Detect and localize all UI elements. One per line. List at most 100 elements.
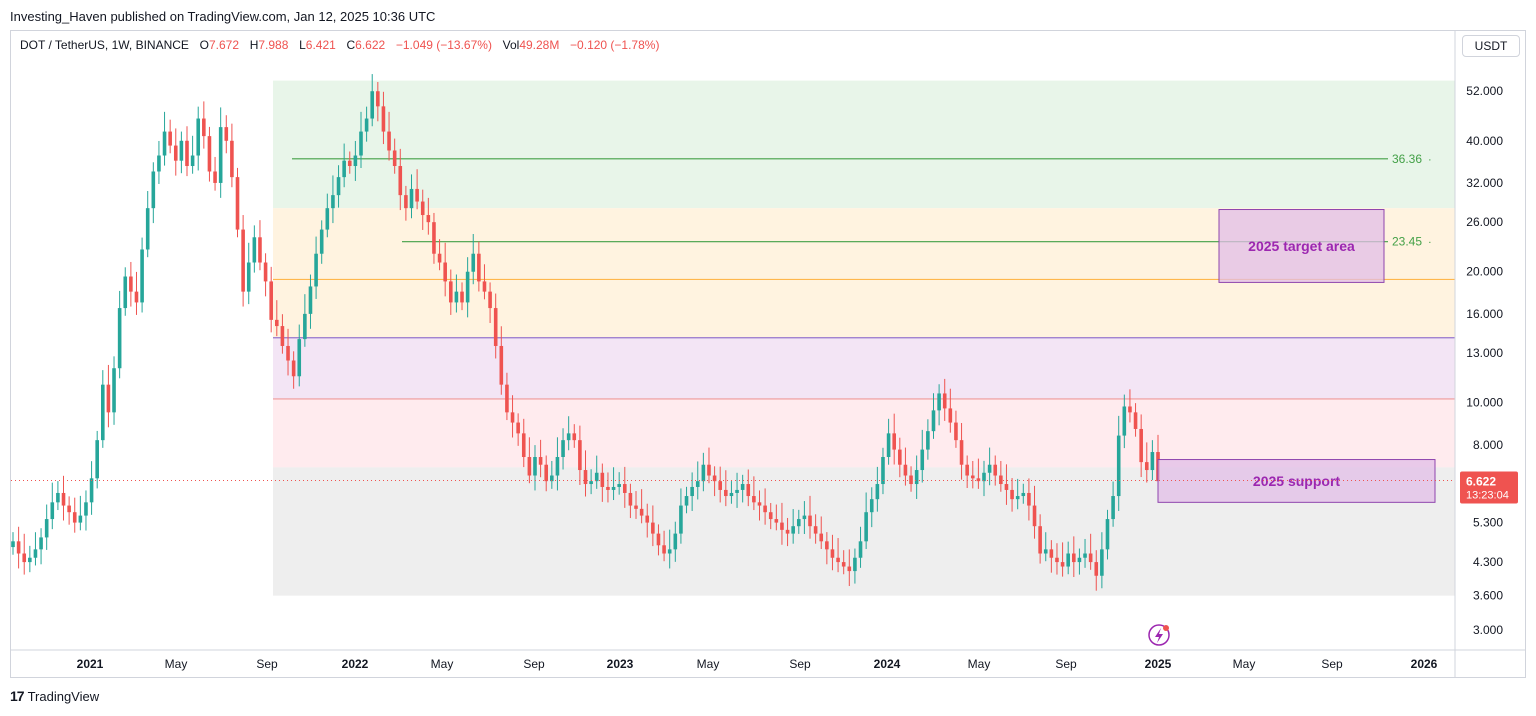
- candle-body: [196, 118, 201, 156]
- candle-body: [662, 545, 666, 554]
- candle-body: [112, 368, 116, 413]
- candle-body: [712, 475, 717, 482]
- price-tick-2: 4.300: [1473, 555, 1503, 569]
- candle-body: [740, 484, 745, 490]
- candle-body: [948, 408, 953, 423]
- candle-body: [516, 422, 520, 434]
- candle-body: [129, 276, 133, 292]
- candle-body: [72, 512, 77, 523]
- candle-body: [493, 308, 498, 346]
- currency-button[interactable]: USDT: [1462, 35, 1520, 57]
- candle-body: [819, 533, 824, 542]
- candle-body: [106, 384, 111, 413]
- candle-body: [959, 440, 964, 465]
- tradingview-logo-icon: 17: [10, 688, 25, 704]
- candle-body: [202, 118, 206, 137]
- candle-body: [802, 515, 807, 520]
- close-label: C: [346, 38, 356, 52]
- level-label-1: 23.45: [1392, 235, 1422, 249]
- candle-body: [50, 502, 55, 520]
- candle-body: [914, 470, 919, 485]
- candle-body: [218, 127, 223, 183]
- candle-body: [482, 281, 487, 292]
- candle-body: [853, 557, 857, 572]
- candle-body: [763, 505, 767, 513]
- candle-body: [207, 136, 212, 172]
- candle-body: [1032, 505, 1037, 527]
- candle-body: [521, 433, 526, 458]
- time-tick-9: 2024: [874, 657, 901, 671]
- time-tick-1: May: [165, 657, 188, 671]
- candle-body: [1144, 462, 1149, 471]
- candle-body: [999, 475, 1003, 485]
- candle-body: [16, 541, 21, 554]
- price-tick-4: 8.000: [1473, 438, 1503, 452]
- open-label: O: [199, 38, 209, 52]
- volume-label: Vol: [502, 38, 520, 52]
- candle-body: [656, 533, 661, 546]
- annotation-boxes: 2025 target area 2025 support: [1157, 209, 1436, 503]
- candle-body: [1066, 553, 1070, 567]
- candle-body: [454, 291, 459, 303]
- candle-body: [505, 384, 509, 413]
- candle-body: [347, 160, 352, 167]
- candle-body: [252, 237, 257, 263]
- candle-body: [825, 541, 829, 550]
- low-label: L: [299, 38, 306, 52]
- fib-zone-0: [273, 80, 1455, 209]
- candle-body: [1027, 492, 1031, 506]
- candle-body: [409, 188, 414, 209]
- candle-body: [280, 326, 285, 346]
- time-tick-0: 2021: [77, 657, 104, 671]
- price-tick-1: 3.600: [1473, 589, 1503, 603]
- candle-body: [572, 433, 577, 441]
- candle-body: [993, 464, 998, 476]
- candle-body: [117, 308, 122, 369]
- candle-body: [185, 140, 189, 167]
- candle-body: [44, 519, 49, 538]
- candle-body: [673, 533, 678, 550]
- candle-body: [651, 522, 655, 534]
- candle-body: [123, 276, 128, 309]
- candle-body: [679, 505, 683, 534]
- annotation-label-1: 2025 support: [1253, 473, 1340, 489]
- candle-body: [864, 512, 868, 542]
- tradingview-logo[interactable]: 17 TradingView: [10, 688, 99, 704]
- candle-body: [987, 464, 992, 473]
- candle-body: [965, 464, 969, 476]
- candle-body: [634, 505, 638, 509]
- annotation-box-0: [1218, 209, 1385, 283]
- notification-dot-icon: [1163, 625, 1169, 631]
- candle-body: [926, 431, 930, 450]
- candle-body: [173, 145, 178, 161]
- candle-body: [78, 515, 83, 523]
- candle-body: [594, 472, 599, 482]
- candle-body: [903, 464, 908, 476]
- candle-body: [140, 249, 144, 303]
- price-tick-7: 16.000: [1466, 307, 1503, 321]
- candle-body: [241, 229, 245, 292]
- candle-body: [471, 253, 476, 272]
- candle-body: [931, 410, 936, 432]
- candle-body: [157, 155, 161, 172]
- candle-body: [892, 433, 897, 450]
- candle-body: [1139, 428, 1143, 463]
- time-tick-8: Sep: [789, 657, 811, 671]
- candle-body: [291, 360, 296, 377]
- candle-body: [550, 475, 554, 482]
- time-tick-6: 2023: [607, 657, 634, 671]
- close-value: 6.622: [355, 38, 386, 52]
- candle-body: [813, 526, 818, 534]
- candle-body: [707, 464, 711, 476]
- candle-body: [95, 440, 99, 479]
- candle-body: [1133, 412, 1138, 429]
- candle-body: [881, 457, 885, 485]
- candle-body: [791, 526, 795, 534]
- candle-body: [639, 508, 644, 516]
- symbol-name[interactable]: DOT / TetherUS, 1W, BINANCE: [20, 38, 189, 52]
- price-tick-3: 5.300: [1473, 516, 1503, 530]
- candle-body: [415, 188, 419, 202]
- candle-body: [84, 502, 88, 516]
- candle-body: [1128, 406, 1132, 413]
